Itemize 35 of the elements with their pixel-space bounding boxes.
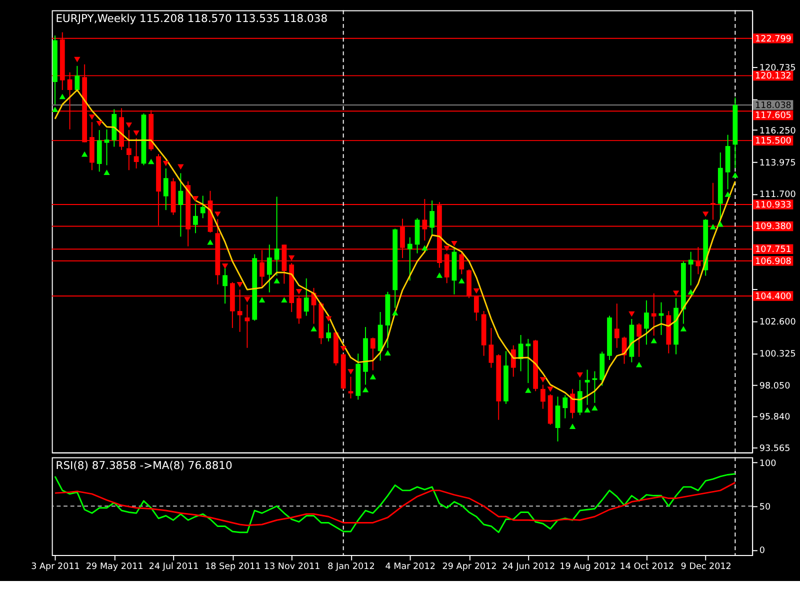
ref-line-label: 115.500 xyxy=(755,136,792,146)
x-tick-label: 9 Dec 2012 xyxy=(680,562,732,572)
chart-title: EURJPY,Weekly 115.208 118.570 113.535 118.038 xyxy=(56,12,328,26)
y-tick-label: 98.050 xyxy=(759,381,791,392)
ref-line-label: 110.933 xyxy=(755,200,792,210)
y-tick-label: 100.325 xyxy=(759,350,796,360)
x-tick-label: 13 Nov 2011 xyxy=(264,562,320,572)
y-tick-label: 93.565 xyxy=(759,444,790,454)
y-tick-label: 102.600 xyxy=(759,318,796,328)
y-tick-label: 0 xyxy=(759,546,766,556)
x-tick-label: 19 Aug 2012 xyxy=(560,562,616,572)
x-tick-label: 14 Oct 2012 xyxy=(620,562,674,572)
ref-line-label: 122.799 xyxy=(755,34,792,44)
ref-line-label: 118.038 xyxy=(755,100,792,111)
x-tick-label: 3 Apr 2011 xyxy=(31,562,80,572)
y-tick-label: 95.840 xyxy=(759,412,791,422)
x-tick-label: 4 Mar 2012 xyxy=(385,562,436,572)
y-tick-label: 50 xyxy=(759,502,772,513)
y-tick-label: 100 xyxy=(759,458,777,469)
x-tick-label: 8 Jan 2012 xyxy=(328,562,375,572)
x-tick-label: 18 Sep 2011 xyxy=(205,562,261,572)
y-tick-label: 113.975 xyxy=(759,158,796,168)
ref-line-label: 117.605 xyxy=(755,111,792,122)
y-tick-label: 111.700 xyxy=(759,190,796,200)
x-tick-label: 24 Jun 2012 xyxy=(502,562,556,572)
chart-title: RSI(8) 87.3858 ->MA(8) 76.8810 xyxy=(56,458,232,472)
ref-line-label: 120.132 xyxy=(755,72,792,82)
ref-line-label: 107.751 xyxy=(755,245,792,256)
x-tick-label: 29 May 2011 xyxy=(86,562,144,572)
x-tick-label: 24 Jul 2011 xyxy=(148,562,199,572)
ref-line-label: 106.908 xyxy=(755,256,792,267)
x-tick-label: 29 Apr 2012 xyxy=(442,562,497,572)
ref-line-label: 104.400 xyxy=(755,292,792,302)
ref-line-label: 109.380 xyxy=(755,222,792,232)
y-tick-label: 116.250 xyxy=(759,126,796,136)
